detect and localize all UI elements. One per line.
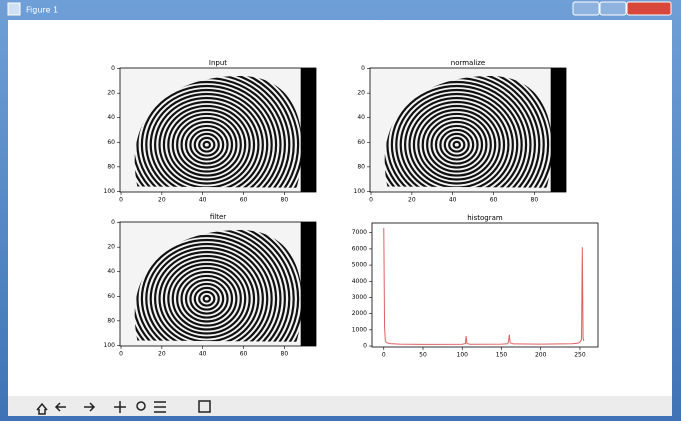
- y-tick-label: 40: [357, 114, 365, 121]
- y-tick-label: 1000: [352, 326, 367, 333]
- x-tick-label: 20: [158, 351, 166, 358]
- subplot-title: histogram: [467, 214, 503, 222]
- y-tick-label: 7000: [352, 229, 367, 236]
- close-button[interactable]: [627, 2, 671, 15]
- subplot-title: Input: [209, 59, 227, 67]
- x-tick-label: 0: [382, 352, 386, 359]
- y-tick-label: 0: [363, 343, 367, 350]
- y-tick-label: 0: [111, 219, 115, 226]
- app-icon: [8, 3, 20, 15]
- x-tick-label: 100: [457, 352, 469, 359]
- minimize-button[interactable]: [573, 2, 599, 15]
- x-tick-label: 60: [240, 351, 248, 358]
- x-tick-label: 0: [369, 197, 373, 204]
- x-tick-label: 0: [119, 197, 123, 204]
- image-border-strip: [301, 68, 316, 192]
- image-border-strip: [301, 222, 316, 346]
- y-tick-label: 0: [111, 65, 115, 72]
- x-tick-label: 20: [158, 197, 166, 204]
- x-tick-label: 60: [240, 197, 248, 204]
- y-tick-label: 60: [107, 293, 115, 300]
- y-tick-label: 0: [361, 65, 365, 72]
- x-tick-label: 20: [408, 197, 416, 204]
- x-tick-label: 80: [281, 351, 289, 358]
- y-tick-label: 3000: [352, 294, 367, 301]
- y-tick-label: 80: [107, 317, 115, 324]
- x-tick-label: 250: [574, 352, 586, 359]
- x-tick-label: 80: [531, 197, 539, 204]
- y-tick-label: 5000: [352, 262, 367, 269]
- window: Figure 1 Input 0 20 40 60 80 0 20 40 60 80 100 norma…: [0, 0, 681, 421]
- toolbar: [8, 396, 672, 416]
- window-title: Figure 1: [26, 6, 58, 15]
- y-tick-label: 80: [357, 163, 365, 170]
- y-tick-label: 80: [107, 163, 115, 170]
- y-tick-label: 40: [107, 268, 115, 275]
- y-tick-label: 60: [357, 139, 365, 146]
- x-tick-label: 40: [199, 351, 207, 358]
- x-tick-label: 50: [419, 352, 427, 359]
- x-tick-label: 80: [281, 197, 289, 204]
- y-tick-label: 20: [107, 244, 115, 251]
- subplot-title: filter: [210, 213, 226, 221]
- y-tick-label: 20: [357, 90, 365, 97]
- image-border-strip: [551, 68, 566, 192]
- y-tick-label: 20: [107, 90, 115, 97]
- x-tick-label: 150: [496, 352, 508, 359]
- y-tick-label: 40: [107, 114, 115, 121]
- figure-canvas: [8, 20, 672, 396]
- x-tick-label: 200: [535, 352, 547, 359]
- subplot-title: normalize: [451, 59, 485, 67]
- y-tick-label: 4000: [352, 278, 367, 285]
- y-tick-label: 100: [104, 188, 116, 195]
- y-tick-label: 60: [107, 139, 115, 146]
- y-tick-label: 6000: [352, 245, 367, 252]
- x-tick-label: 40: [199, 197, 207, 204]
- y-tick-label: 2000: [352, 310, 367, 317]
- y-tick-label: 100: [354, 188, 366, 195]
- y-tick-label: 100: [104, 342, 116, 349]
- maximize-button[interactable]: [600, 2, 626, 15]
- x-tick-label: 0: [119, 351, 123, 358]
- x-tick-label: 60: [490, 197, 498, 204]
- x-tick-label: 40: [449, 197, 457, 204]
